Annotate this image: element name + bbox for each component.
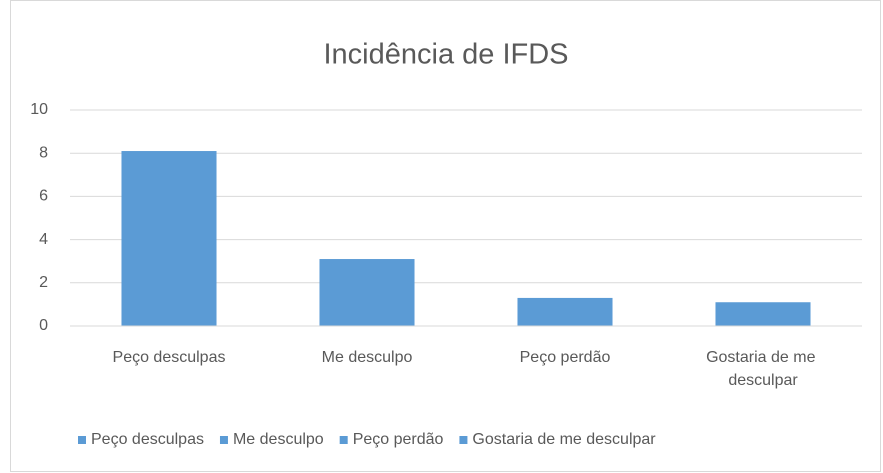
y-tick-label: 6 <box>39 188 48 205</box>
chart-title: Incidência de IFDS <box>323 39 568 71</box>
x-tick-label: Gostaria de me desculpar <box>706 349 820 389</box>
bar <box>319 259 415 326</box>
legend-marker <box>78 436 86 444</box>
legend-marker <box>339 436 348 444</box>
x-tick-label: Me desculpo <box>322 349 413 366</box>
legend-marker <box>219 436 228 444</box>
x-tick-label: Peço perdão <box>520 349 611 366</box>
y-tick-label: 10 <box>30 101 48 118</box>
bar <box>715 302 811 326</box>
legend-label: Me desculpo <box>233 431 324 448</box>
x-tick-label: Peço desculpas <box>113 349 226 366</box>
legend-label: Peço perdão <box>353 431 444 448</box>
y-tick-label: 2 <box>39 274 48 291</box>
bar <box>121 151 217 326</box>
legend-label: Gostaria de me desculpar <box>472 431 656 448</box>
y-tick-label: 0 <box>39 317 48 334</box>
legend-label: Peço desculpas <box>91 431 204 448</box>
bar <box>517 297 613 326</box>
y-tick-label: 8 <box>39 144 48 161</box>
legend-marker <box>459 436 468 444</box>
y-tick-label: 4 <box>39 231 48 248</box>
